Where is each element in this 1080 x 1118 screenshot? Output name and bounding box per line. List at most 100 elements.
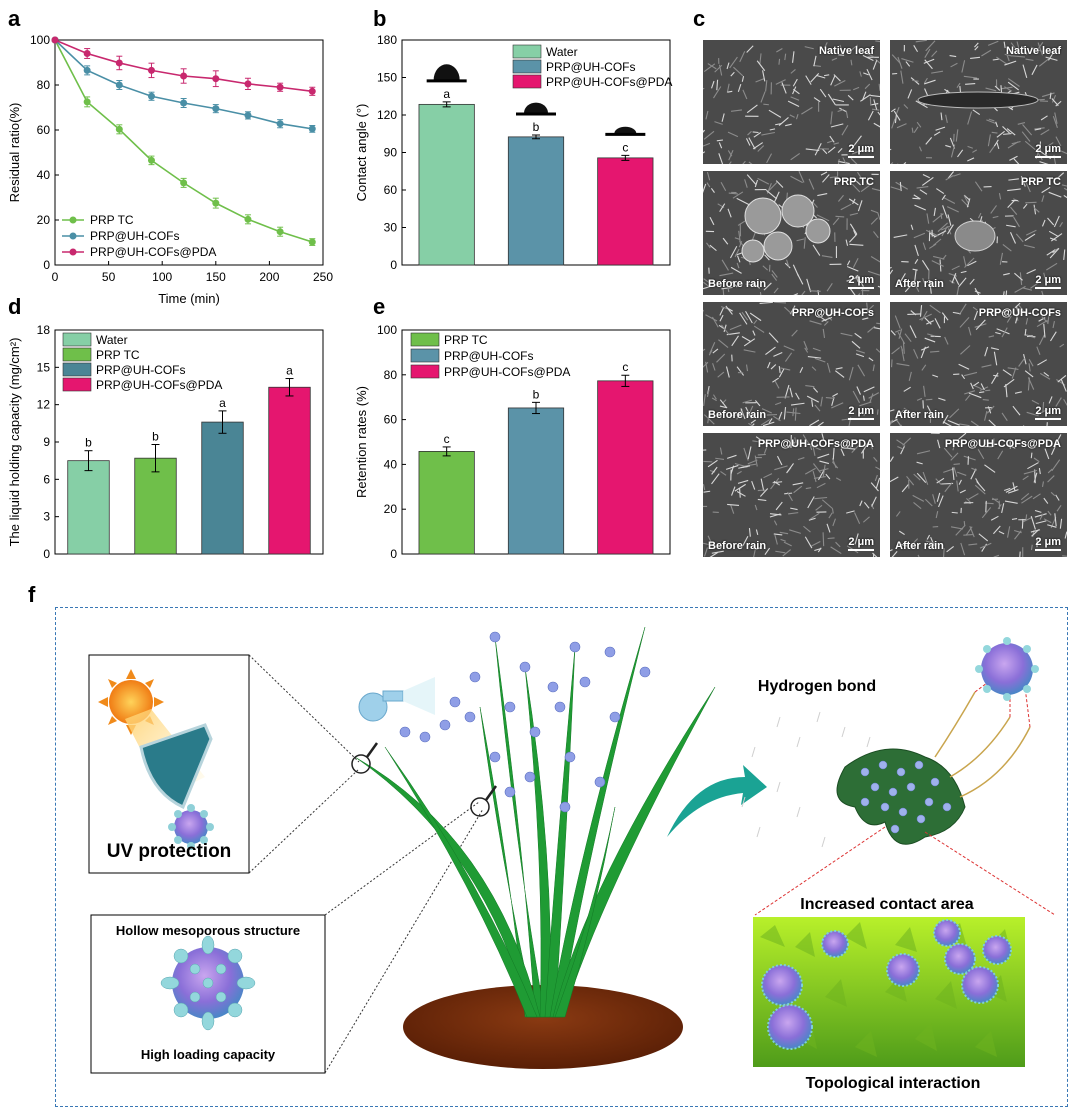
sem-flake [747,130,752,136]
sem-flake [837,160,850,164]
sem-flake [703,348,706,352]
sem-flake [837,147,843,154]
sem-flake [760,478,765,492]
sem-flake [863,501,870,509]
sem-flake [1037,42,1044,56]
y-tick-label: 100 [377,323,397,337]
sem-flake [1003,291,1005,295]
sem-flake [805,487,812,490]
sem-flake [713,86,722,99]
sem-flake [860,94,871,102]
sem-flake [933,230,947,238]
sem-flake [891,118,896,129]
sem-flake [1024,140,1036,151]
sem-flake [866,302,869,312]
sem-flake [902,437,912,446]
sem-flake [847,94,854,101]
sem-flake [987,406,992,414]
sem-flake [912,494,925,502]
sem-flake [922,242,927,250]
sem-flake [801,106,813,115]
sem-flake [792,482,804,486]
sem-flake [1056,505,1062,512]
zoom-line [924,831,1056,916]
sem-flake [778,365,781,373]
sem-flake [775,501,783,511]
sem-flake [1015,317,1018,324]
sem-flake [766,153,773,164]
sem-flake [1049,237,1057,241]
sem-flake [716,79,719,91]
nanoparticle-icon [168,804,214,850]
sem-flake [944,482,953,493]
sem-label: PRP TC [1020,176,1061,188]
sem-flake [1049,247,1060,259]
sem-cell: Native leaf 2 μm [703,40,880,164]
sem-aggregate [805,218,831,244]
sem-flake [854,179,861,186]
sem-flake [784,384,790,399]
sem-flake [775,550,786,554]
sem-flake [935,510,939,519]
legend-swatch [512,74,542,89]
sem-flake [706,242,711,249]
sem-flake [703,281,711,288]
data-point [115,81,123,89]
sem-flake [1011,517,1018,520]
sem-flake [1025,317,1029,325]
sem-flake [1007,526,1011,538]
x-tick-label: 100 [152,270,172,284]
sem-flake [835,541,841,548]
sem-flake [862,516,870,523]
sem-flake [956,433,967,442]
sem-flake [1033,207,1040,213]
sem-flake [903,162,907,164]
sem-flake [959,423,970,426]
sem-flake [900,543,909,547]
sem-flake [711,397,717,402]
sem-background [703,433,880,557]
sem-flake [938,495,944,508]
sem-flake [1030,544,1033,551]
sem-flake [830,111,833,125]
sem-flake [910,224,914,231]
sem-flake [982,399,989,401]
sem-flake [776,455,783,466]
sem-flake [953,275,960,285]
sem-flake [712,363,716,371]
y-tick-label: 3 [43,510,50,524]
sem-flake [767,361,771,369]
sem-flake [703,284,716,290]
sem-flake [893,234,908,239]
sem-flake [1056,172,1065,180]
sem-flake [921,364,927,371]
sem-flake [1047,315,1050,325]
sem-flake [845,239,849,246]
sem-flake [862,51,875,58]
legend-label: PRP@UH-COFs@PDA [96,378,222,392]
sem-flake [1043,323,1046,338]
sem-cell: PRP@UH-COFs Before rain 2 μm [703,302,880,426]
sem-flake [852,135,862,148]
droplet-shape [524,102,548,113]
sem-flake [827,146,836,154]
sem-flake [958,479,962,485]
data-point [115,125,123,133]
legend-swatch [410,332,440,347]
sem-flake [940,112,943,121]
sem-flake [727,131,739,138]
sem-flake [868,357,874,362]
sem-flake [833,142,840,145]
sem-flake [841,447,856,450]
y-tick-label: 40 [37,168,51,182]
sem-flake [751,480,756,490]
sem-scale-bar: 2 μm [848,536,874,551]
sem-flake [718,64,723,76]
sem-flake [795,113,799,120]
sem-flake [1003,133,1012,135]
sem-flake [868,392,880,399]
sem-flake [719,203,726,212]
hollow-structure-label: Hollow mesoporous structure [116,923,300,938]
sem-flake [930,536,935,546]
sem-flake [947,224,954,235]
